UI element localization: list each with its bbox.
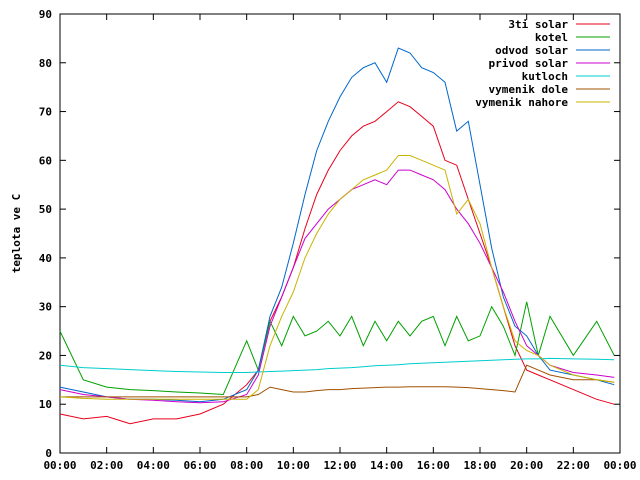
y-tick-label: 30 [39,301,52,314]
series-line-vymenik-nahore [59,155,615,400]
legend-label: kutloch [522,70,568,83]
y-tick-label: 70 [39,106,52,119]
y-tick-label: 50 [39,203,52,216]
series-lines [59,47,615,425]
x-tick-label: 06:00 [183,459,216,472]
series-line-3ti-solar [59,101,615,425]
series-line-privod-solar [59,169,615,404]
y-tick-label: 10 [39,398,52,411]
x-tick-label: 10:00 [277,459,310,472]
y-axis: 0 10 20 30 40 50 60 70 80 90 [39,8,620,460]
y-tick-label: 20 [39,349,52,362]
y-tick-label: 60 [39,154,52,167]
y-tick-label: 80 [39,57,52,70]
x-tick-label: 02:00 [90,459,123,472]
series-line-vymenik-dole [60,364,615,398]
x-tick-label: 16:00 [417,459,450,472]
legend-label: privod solar [489,57,569,70]
legend-label: odvod solar [495,44,568,57]
y-tick-label: 90 [39,8,52,21]
series-line-odvod-solar [59,47,615,403]
y-axis-title: teplota ve C [10,194,23,273]
x-tick-label: 12:00 [323,459,356,472]
x-tick-label: 00:00 [603,459,636,472]
x-tick-label: 18:00 [463,459,496,472]
series-line-kotel [59,301,615,396]
x-tick-label: 00:00 [43,459,76,472]
legend-label: 3ti solar [508,18,568,31]
x-tick-label: 08:00 [230,459,263,472]
x-tick-label: 14:00 [370,459,403,472]
legend-label: vymenik dole [489,83,569,96]
legend-label: vymenik nahore [475,96,568,109]
x-tick-label: 04:00 [137,459,170,472]
series-line-kutloch [59,357,615,373]
y-tick-label: 40 [39,252,52,265]
legend-label: kotel [535,31,568,44]
y-tick-label: 0 [45,447,52,460]
x-tick-label: 22:00 [557,459,590,472]
x-axis: 00:00 02:00 04:00 06:00 08:00 10:00 12:00 14:00… [43,14,637,472]
x-tick-label: 20:00 [510,459,543,472]
